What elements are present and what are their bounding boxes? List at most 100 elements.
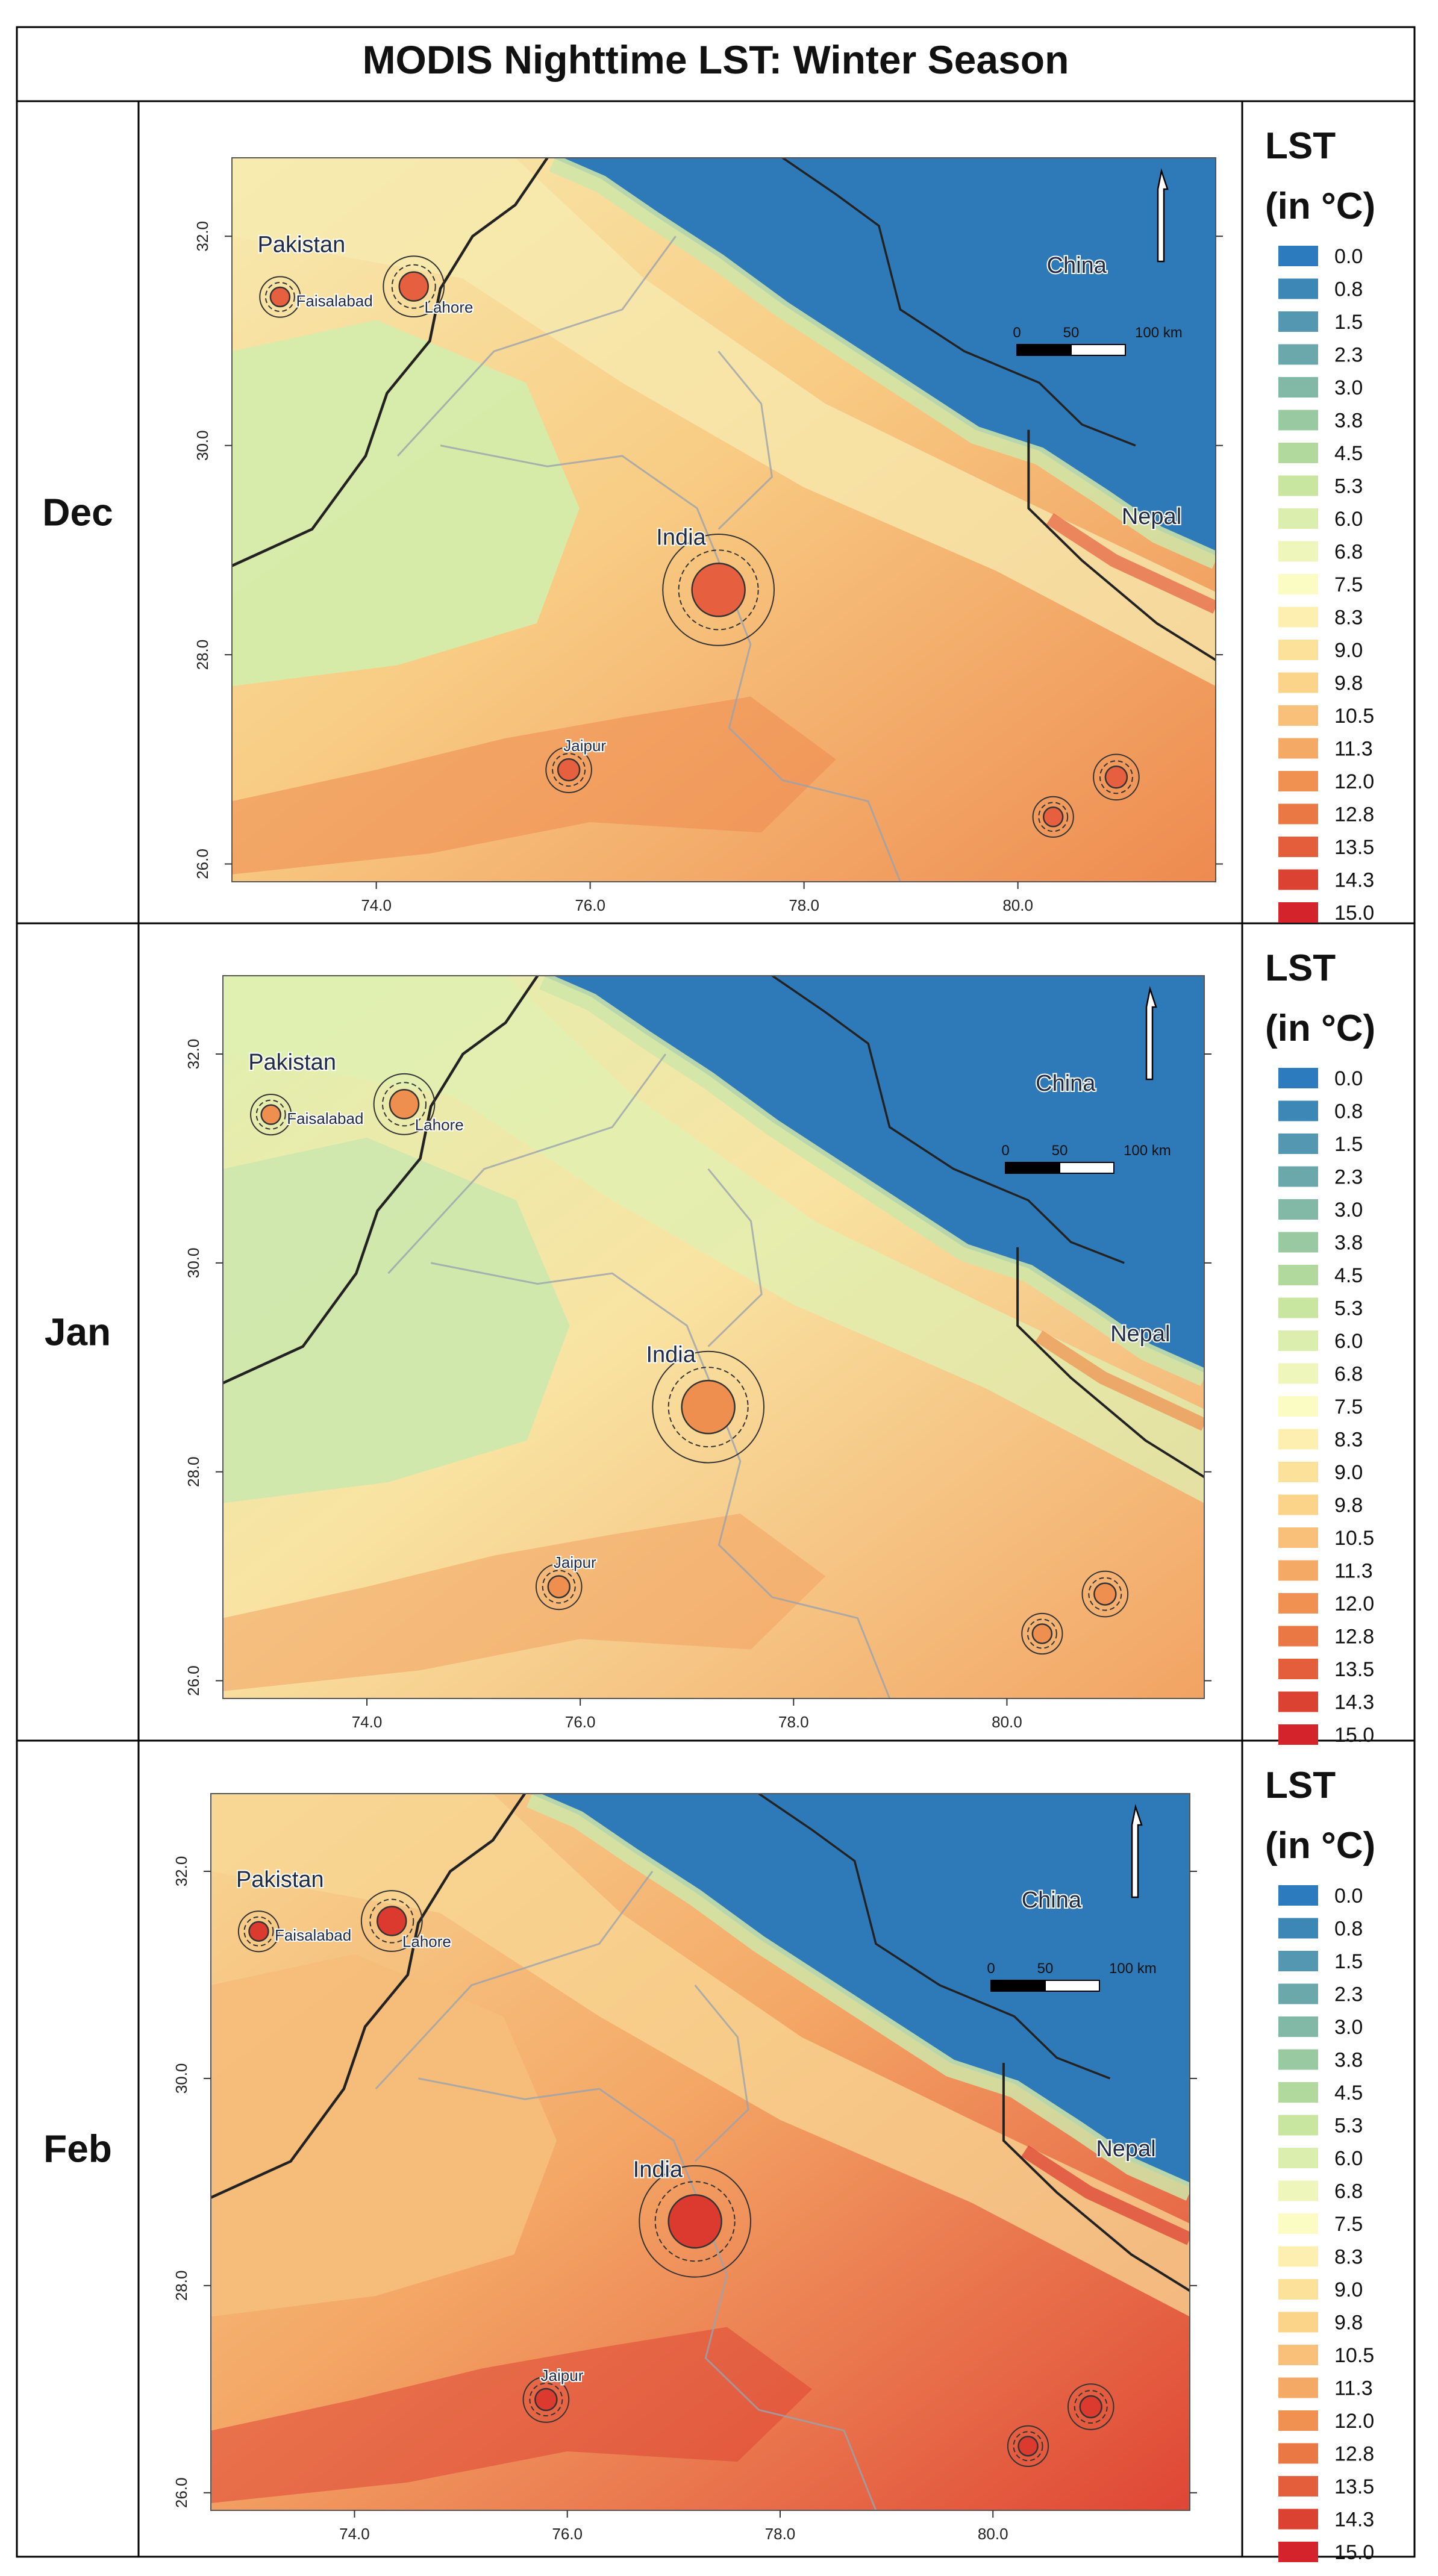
legend-swatch — [1278, 2509, 1318, 2530]
legend-swatch — [1278, 508, 1318, 529]
city-core — [667, 2194, 722, 2249]
legend-swatch — [1278, 311, 1318, 332]
city-buffer-outer — [1093, 753, 1140, 801]
legend-swatch — [1278, 541, 1318, 562]
legend-label: 9.8 — [1334, 672, 1363, 695]
legend-title: LST — [1265, 125, 1336, 167]
legend-swatch — [1278, 1462, 1318, 1482]
legend-swatch — [1278, 2082, 1318, 2103]
legend: LST (in °C) 0.0 0.8 1.5 2.3 3.0 3.8 4.5 5.3 6.0 6.8… — [1265, 947, 1375, 1747]
lst-region-south — [232, 696, 836, 875]
x-tick-label: 76.0 — [575, 896, 605, 914]
legend-label: 10.5 — [1334, 2344, 1374, 2367]
legend-swatch — [1278, 1951, 1318, 1971]
legend-label: 4.5 — [1334, 2082, 1363, 2104]
legend-label: 2.3 — [1334, 344, 1363, 367]
lst-map — [223, 976, 1204, 1698]
city-lahore — [360, 1890, 423, 1952]
city-kanpur — [1032, 796, 1074, 838]
legend-label: 9.0 — [1334, 639, 1363, 662]
legend-label: 14.3 — [1334, 1691, 1374, 1714]
state-border — [694, 1985, 749, 2162]
city-buffer-mid — [1013, 2431, 1043, 2462]
lst-map — [211, 1794, 1190, 2510]
legend-swatch — [1278, 1691, 1318, 1712]
scale-bar-label: 0 — [987, 1960, 995, 1977]
north-arrow-icon — [1157, 168, 1169, 263]
india-china-border — [758, 1794, 1111, 2080]
label-nepal: Nepal — [1096, 2136, 1155, 2162]
nepal-border — [1027, 429, 1216, 661]
north-arrow-icon — [1131, 1804, 1143, 1898]
y-tick-label: 30.0 — [193, 430, 211, 461]
map-frame — [210, 1793, 1190, 2511]
scale-bar-label: 50 — [1052, 1143, 1068, 1159]
legend-label: 2.3 — [1334, 1166, 1363, 1189]
legend-label: 7.5 — [1334, 2213, 1363, 2236]
city-buffer-mid — [255, 1099, 286, 1130]
lst-region-foothills — [232, 158, 1216, 687]
legend-label: 1.5 — [1334, 1950, 1363, 1973]
y-tick-label: 30.0 — [184, 1248, 202, 1279]
legend-label: 2.3 — [1334, 1983, 1363, 2006]
x-tick-label: 80.0 — [978, 2525, 1008, 2543]
x-tick-label: 78.0 — [778, 1713, 809, 1731]
legend-swatch — [1278, 1527, 1318, 1548]
city-core — [534, 2387, 558, 2412]
lst-region-south — [223, 1514, 826, 1691]
scale-bar-label: 100 km — [1124, 1143, 1171, 1159]
legend-label: 12.0 — [1334, 770, 1374, 793]
legend-swatch — [1278, 2180, 1318, 2201]
city-lucknow — [1067, 2383, 1114, 2430]
legend-swatch — [1278, 2115, 1318, 2136]
hot-ridge — [1046, 513, 1216, 614]
legend-swatch — [1278, 1199, 1318, 1220]
x-tick-label: 76.0 — [565, 1713, 596, 1731]
city-buffer-mid — [243, 1916, 274, 1947]
legend-label: 11.3 — [1334, 2377, 1373, 2400]
y-tick-label: 32.0 — [193, 221, 211, 252]
legend-label: 0.8 — [1334, 1918, 1363, 1941]
scale-bar-label: 100 km — [1135, 325, 1183, 341]
city-jaipur — [522, 2376, 570, 2423]
legend-swatch — [1278, 2542, 1318, 2562]
city-buffer-outer — [1081, 1570, 1129, 1618]
legend-label: 14.3 — [1334, 869, 1374, 892]
month-label: Jan — [45, 1311, 111, 1354]
city-delhi — [662, 533, 775, 646]
legend-swatch — [1278, 377, 1318, 398]
y-tick-label: 32.0 — [172, 1856, 190, 1887]
city-buffer-mid — [529, 2382, 563, 2416]
city-buffer-mid — [1088, 1577, 1122, 1611]
x-tick-label: 74.0 — [339, 2525, 370, 2543]
label-faisalabad: Faisalabad — [287, 1109, 363, 1127]
legend-subtitle: (in °C) — [1265, 1008, 1375, 1049]
state-border — [387, 1053, 667, 1274]
scale-bar-label: 0 — [1013, 325, 1021, 341]
city-buffer-mid — [1099, 760, 1133, 794]
city-core — [1031, 1623, 1053, 1644]
city-buffer-mid — [382, 1082, 427, 1127]
legend-swatch — [1278, 1885, 1318, 1906]
legend-swatch — [1278, 2246, 1318, 2267]
legend-label: 5.3 — [1334, 2115, 1363, 2138]
y-tick-label: 28.0 — [184, 1456, 202, 1487]
legend-swatch — [1278, 2049, 1318, 2070]
y-tick-label: 32.0 — [184, 1039, 202, 1070]
city-buffer-mid — [1074, 2390, 1108, 2424]
scale-bar-black — [990, 1980, 1046, 1992]
y-tick-label: 26.0 — [193, 849, 211, 879]
legend-swatch — [1278, 246, 1318, 266]
city-buffer-outer — [250, 1094, 292, 1136]
legend-swatch — [1278, 869, 1318, 890]
x-tick-label: 78.0 — [789, 896, 819, 914]
legend-label: 5.3 — [1334, 1297, 1363, 1320]
label-jaipur: Jaipur — [541, 2366, 584, 2384]
legend-swatch — [1278, 1429, 1318, 1450]
legend-swatch — [1278, 1918, 1318, 1939]
lst-region-west — [211, 1954, 557, 2317]
legend-swatch — [1278, 278, 1318, 299]
city-jaipur — [545, 746, 592, 793]
legend-label: 15.0 — [1334, 1724, 1374, 1747]
legend-label: 6.8 — [1334, 541, 1363, 564]
